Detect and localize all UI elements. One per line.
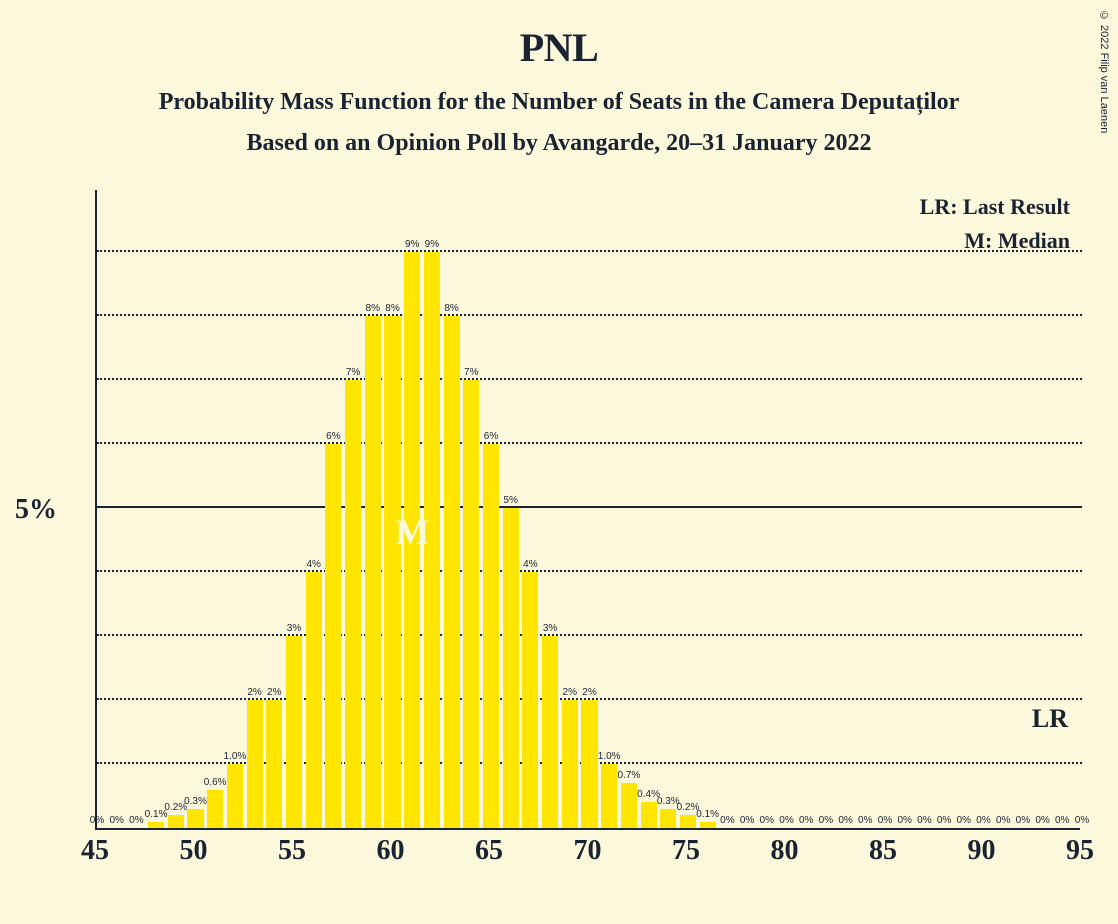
- bar-value-label: 7%: [346, 367, 360, 378]
- bar: 1.0%: [227, 764, 243, 828]
- legend: LR: Last Result M: Median: [920, 194, 1070, 262]
- legend-lr: LR: Last Result: [920, 194, 1070, 220]
- chart-area: 0%0%0%0.1%0.2%0.3%0.6%1.0%2%2%3%4%6%7%8%…: [95, 190, 1080, 830]
- bar-value-label: 0%: [1055, 815, 1069, 826]
- bar-value-label: 0%: [760, 815, 774, 826]
- x-tick-label: 80: [771, 835, 799, 867]
- bar: 1.0%: [601, 764, 617, 828]
- bar-value-label: 0%: [957, 815, 971, 826]
- bar-value-label: 2%: [563, 687, 577, 698]
- bar: 0.4%: [641, 802, 657, 828]
- x-tick-label: 90: [968, 835, 996, 867]
- bar: 0.1%: [148, 822, 164, 828]
- y-axis-label: 5%: [15, 494, 57, 526]
- bar-value-label: 0%: [779, 815, 793, 826]
- chart-title: PNL: [0, 0, 1118, 71]
- bar-value-label: 0%: [976, 815, 990, 826]
- bar: 0.2%: [680, 815, 696, 828]
- bar-value-label: 4%: [306, 559, 320, 570]
- x-tick-label: 65: [475, 835, 503, 867]
- bar-value-label: 0%: [1075, 815, 1089, 826]
- bar-value-label: 0%: [878, 815, 892, 826]
- median-marker: M: [395, 511, 429, 553]
- bar-value-label: 0%: [129, 815, 143, 826]
- bar-value-label: 0%: [858, 815, 872, 826]
- bar: 4%: [522, 572, 538, 828]
- bar: 6%: [325, 444, 341, 828]
- bar-value-label: 0.1%: [696, 809, 719, 820]
- bar-value-label: 0%: [937, 815, 951, 826]
- bar-value-label: 7%: [464, 367, 478, 378]
- bar: 5%: [503, 508, 519, 828]
- bar-value-label: 2%: [247, 687, 261, 698]
- bar-value-label: 1.0%: [223, 751, 246, 762]
- bar-value-label: 0%: [109, 815, 123, 826]
- x-tick-label: 60: [377, 835, 405, 867]
- bar-value-label: 4%: [523, 559, 537, 570]
- bar: 6%: [483, 444, 499, 828]
- bar: 7%: [345, 380, 361, 828]
- x-tick-label: 45: [81, 835, 109, 867]
- bar-value-label: 8%: [444, 303, 458, 314]
- x-tick-label: 95: [1066, 835, 1094, 867]
- bar-value-label: 0%: [838, 815, 852, 826]
- bar-value-label: 8%: [366, 303, 380, 314]
- bar-value-label: 9%: [405, 239, 419, 250]
- x-tick-label: 75: [672, 835, 700, 867]
- bar-value-label: 5%: [503, 495, 517, 506]
- bar-value-label: 0%: [1035, 815, 1049, 826]
- x-axis-labels: 4550556065707580859095: [95, 835, 1080, 875]
- bar-value-label: 9%: [425, 239, 439, 250]
- bar-value-label: 6%: [326, 431, 340, 442]
- bar: 0.1%: [700, 822, 716, 828]
- bar: 0.6%: [207, 790, 223, 828]
- bar: 8%: [365, 316, 381, 828]
- bar: 8%: [444, 316, 460, 828]
- chart-subtitle-2: Based on an Opinion Poll by Avangarde, 2…: [0, 130, 1118, 157]
- bar-value-label: 2%: [582, 687, 596, 698]
- bar-value-label: 1.0%: [598, 751, 621, 762]
- x-tick-label: 85: [869, 835, 897, 867]
- bar: 2%: [562, 700, 578, 828]
- copyright-text: © 2022 Filip van Laenen: [1098, 10, 1110, 133]
- x-tick-label: 70: [574, 835, 602, 867]
- x-tick-label: 50: [180, 835, 208, 867]
- bar-value-label: 0%: [917, 815, 931, 826]
- bar-value-label: 0%: [996, 815, 1010, 826]
- bar: 0.2%: [168, 815, 184, 828]
- bar-value-label: 2%: [267, 687, 281, 698]
- bar: 4%: [306, 572, 322, 828]
- legend-m: M: Median: [920, 228, 1070, 254]
- bar: 0.7%: [621, 783, 637, 828]
- bar: 3%: [542, 636, 558, 828]
- bar-value-label: 0.7%: [617, 770, 640, 781]
- bar-value-label: 3%: [543, 623, 557, 634]
- bar: 7%: [463, 380, 479, 828]
- x-tick-label: 55: [278, 835, 306, 867]
- bars-container: 0%0%0%0.1%0.2%0.3%0.6%1.0%2%2%3%4%6%7%8%…: [97, 188, 1082, 828]
- bar: 0.3%: [187, 809, 203, 828]
- plot-box: 0%0%0%0.1%0.2%0.3%0.6%1.0%2%2%3%4%6%7%8%…: [95, 190, 1080, 830]
- bar-value-label: 0%: [90, 815, 104, 826]
- bar: 8%: [384, 316, 400, 828]
- bar-value-label: 3%: [287, 623, 301, 634]
- bar-value-label: 0%: [720, 815, 734, 826]
- bar: 3%: [286, 636, 302, 828]
- bar: 2%: [581, 700, 597, 828]
- bar-value-label: 0.6%: [204, 777, 227, 788]
- bar-value-label: 0.3%: [184, 796, 207, 807]
- bar-value-label: 6%: [484, 431, 498, 442]
- chart-subtitle-1: Probability Mass Function for the Number…: [0, 89, 1118, 116]
- bar: 2%: [266, 700, 282, 828]
- bar-value-label: 0%: [1016, 815, 1030, 826]
- bar-value-label: 8%: [385, 303, 399, 314]
- bar-value-label: 0%: [799, 815, 813, 826]
- lr-marker: LR: [1032, 704, 1068, 734]
- bar-value-label: 0%: [819, 815, 833, 826]
- bar-value-label: 0%: [740, 815, 754, 826]
- bar: 0.3%: [660, 809, 676, 828]
- bar: 2%: [247, 700, 263, 828]
- bar-value-label: 0%: [897, 815, 911, 826]
